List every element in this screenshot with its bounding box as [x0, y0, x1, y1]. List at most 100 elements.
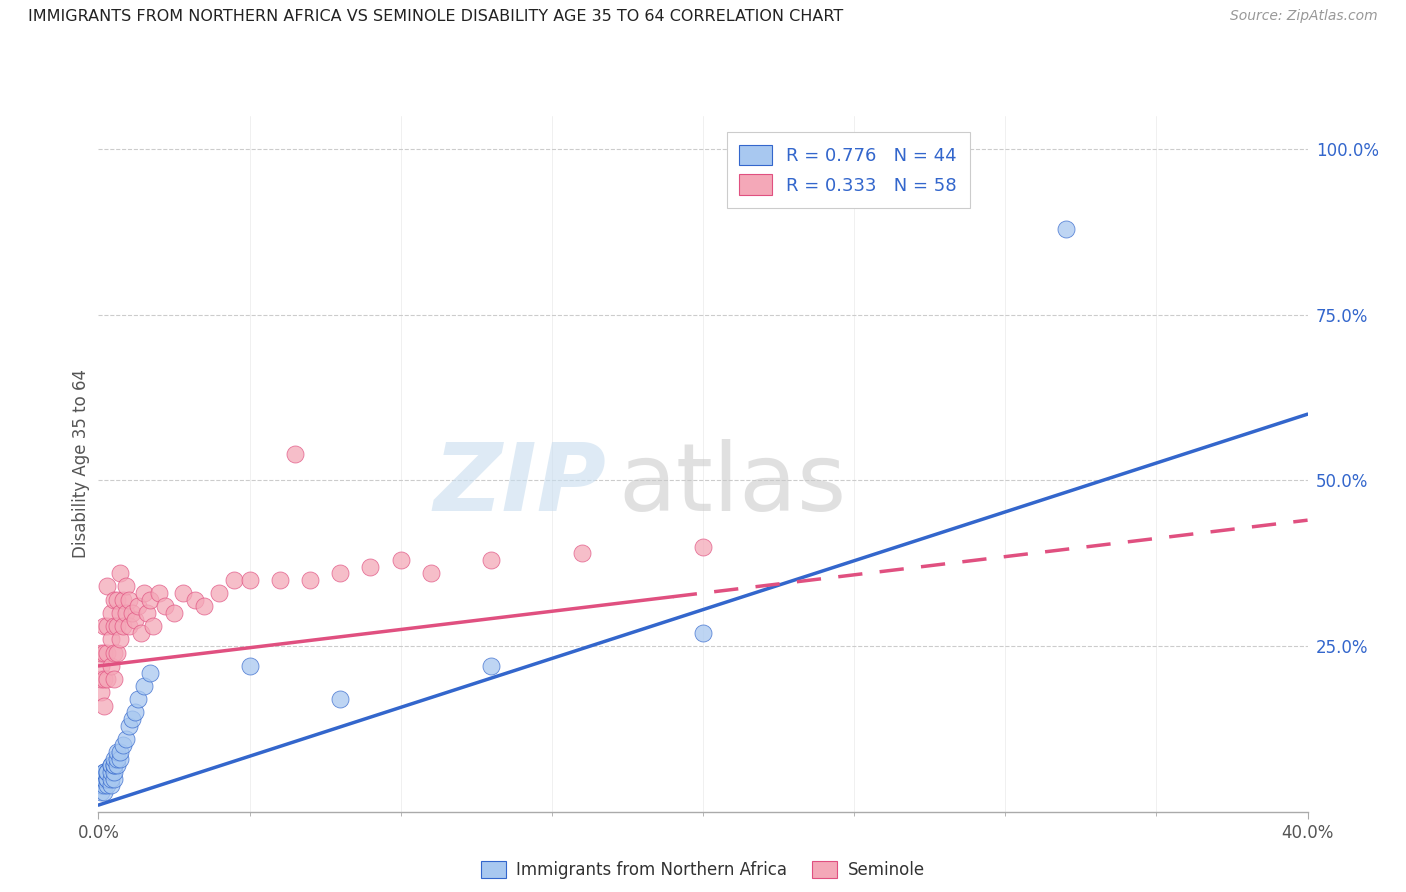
Point	[100, 606, 122, 620]
Point	[108, 752, 131, 766]
Point	[172, 586, 194, 600]
Point	[103, 764, 125, 779]
Point	[93, 672, 115, 686]
Point	[103, 646, 125, 660]
Point	[93, 785, 115, 799]
Point	[114, 606, 136, 620]
Point	[96, 764, 118, 779]
Point	[299, 573, 322, 587]
Point	[329, 566, 352, 581]
Text: IMMIGRANTS FROM NORTHERN AFRICA VS SEMINOLE DISABILITY AGE 35 TO 64 CORRELATION : IMMIGRANTS FROM NORTHERN AFRICA VS SEMIN…	[28, 9, 844, 24]
Point	[96, 764, 118, 779]
Point	[103, 672, 125, 686]
Text: atlas: atlas	[619, 439, 846, 531]
Text: ZIP: ZIP	[433, 439, 606, 531]
Point	[90, 772, 112, 786]
Point	[163, 606, 186, 620]
Point	[100, 659, 122, 673]
Point	[100, 758, 122, 772]
Point	[153, 599, 176, 614]
Point	[127, 599, 149, 614]
Point	[100, 772, 122, 786]
Legend: Immigrants from Northern Africa, Seminole: Immigrants from Northern Africa, Seminol…	[481, 861, 925, 880]
Text: Source: ZipAtlas.com: Source: ZipAtlas.com	[1230, 9, 1378, 23]
Point	[124, 613, 146, 627]
Point	[103, 619, 125, 633]
Point	[96, 579, 118, 593]
Point	[103, 758, 125, 772]
Point	[139, 665, 162, 680]
Point	[103, 772, 125, 786]
Point	[100, 764, 122, 779]
Point	[111, 592, 134, 607]
Point	[96, 778, 118, 792]
Point	[96, 672, 118, 686]
Point	[105, 745, 128, 759]
Point	[103, 592, 125, 607]
Point	[108, 566, 131, 581]
Point	[124, 706, 146, 720]
Point	[105, 646, 128, 660]
Point	[93, 698, 115, 713]
Point	[389, 553, 412, 567]
Point	[96, 646, 118, 660]
Point	[105, 758, 128, 772]
Point	[692, 625, 714, 640]
Point	[90, 778, 112, 792]
Point	[96, 772, 118, 786]
Point	[111, 619, 134, 633]
Point	[121, 606, 143, 620]
Point	[111, 739, 134, 753]
Point	[360, 559, 382, 574]
Point	[269, 573, 291, 587]
Point	[420, 566, 443, 581]
Point	[135, 606, 157, 620]
Point	[118, 619, 141, 633]
Point	[108, 745, 131, 759]
Point	[108, 632, 131, 647]
Point	[90, 685, 112, 699]
Point	[100, 778, 122, 792]
Point	[103, 758, 125, 772]
Point	[481, 659, 503, 673]
Point	[692, 540, 714, 554]
Point	[127, 692, 149, 706]
Point	[96, 619, 118, 633]
Y-axis label: Disability Age 35 to 64: Disability Age 35 to 64	[72, 369, 90, 558]
Point	[105, 592, 128, 607]
Point	[90, 772, 112, 786]
Point	[90, 659, 112, 673]
Point	[108, 606, 131, 620]
Point	[118, 592, 141, 607]
Point	[184, 592, 207, 607]
Point	[93, 764, 115, 779]
Point	[284, 447, 307, 461]
Point	[93, 778, 115, 792]
Point	[90, 778, 112, 792]
Point	[96, 772, 118, 786]
Point	[571, 546, 593, 560]
Point	[224, 573, 246, 587]
Point	[114, 731, 136, 746]
Point	[93, 764, 115, 779]
Point	[93, 772, 115, 786]
Point	[90, 785, 112, 799]
Point	[90, 672, 112, 686]
Legend: R = 0.776   N = 44, R = 0.333   N = 58: R = 0.776 N = 44, R = 0.333 N = 58	[727, 132, 970, 208]
Point	[100, 632, 122, 647]
Point	[103, 752, 125, 766]
Point	[239, 659, 262, 673]
Point	[114, 579, 136, 593]
Point	[142, 619, 165, 633]
Point	[1054, 221, 1077, 235]
Point	[129, 625, 152, 640]
Point	[90, 646, 112, 660]
Point	[132, 679, 155, 693]
Point	[139, 592, 162, 607]
Point	[208, 586, 231, 600]
Point	[148, 586, 170, 600]
Point	[105, 619, 128, 633]
Point	[329, 692, 352, 706]
Point	[481, 553, 503, 567]
Point	[93, 619, 115, 633]
